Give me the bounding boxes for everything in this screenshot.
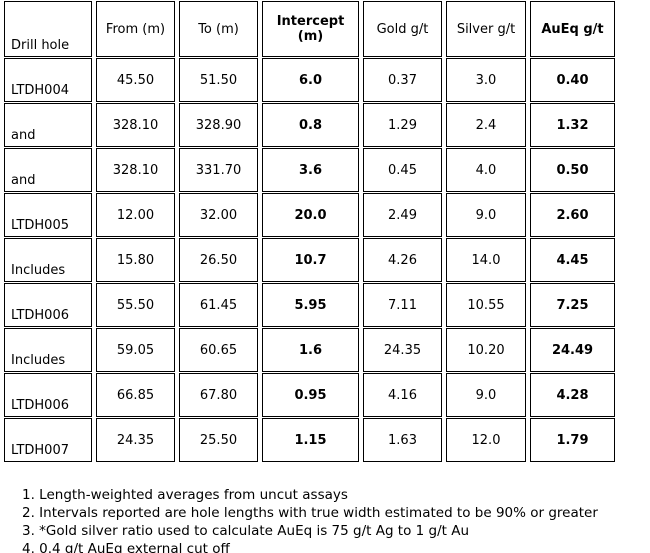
cell-drill-hole: LTDH005	[4, 193, 92, 237]
cell-aueq: 4.45	[530, 238, 615, 282]
col-header-silver: Silver g/t	[446, 1, 526, 57]
cell-aueq: 7.25	[530, 283, 615, 327]
cell-intercept: 1.6	[262, 328, 359, 372]
cell-intercept: 1.15	[262, 418, 359, 462]
cell-aueq: 4.28	[530, 373, 615, 417]
drill-results-table: Drill hole From (m) To (m) Intercept (m)…	[4, 1, 615, 462]
cell-to: 67.80	[179, 373, 258, 417]
footnote-1: 1. Length-weighted averages from uncut a…	[22, 487, 348, 503]
cell-intercept: 10.7	[262, 238, 359, 282]
table-row: and 328.10 328.90 0.8 1.29 2.4 1.32	[4, 103, 615, 147]
cell-gold: 2.49	[363, 193, 442, 237]
table-row: LTDH004 45.50 51.50 6.0 0.37 3.0 0.40	[4, 58, 615, 102]
cell-from: 328.10	[96, 103, 175, 147]
table-row: LTDH006 55.50 61.45 5.95 7.11 10.55 7.25	[4, 283, 615, 327]
cell-drill-hole: and	[4, 103, 92, 147]
cell-silver: 14.0	[446, 238, 526, 282]
cell-drill-hole: Includes	[4, 238, 92, 282]
cell-to: 331.70	[179, 148, 258, 192]
col-header-to: To (m)	[179, 1, 258, 57]
cell-drill-hole: LTDH006	[4, 283, 92, 327]
col-header-aueq: AuEq g/t	[530, 1, 615, 57]
cell-silver: 12.0	[446, 418, 526, 462]
cell-aueq: 1.32	[530, 103, 615, 147]
cell-intercept: 3.6	[262, 148, 359, 192]
cell-to: 328.90	[179, 103, 258, 147]
cell-drill-hole: LTDH006	[4, 373, 92, 417]
cell-gold: 1.29	[363, 103, 442, 147]
cell-aueq: 2.60	[530, 193, 615, 237]
cell-gold: 1.63	[363, 418, 442, 462]
table-row: and 328.10 331.70 3.6 0.45 4.0 0.50	[4, 148, 615, 192]
col-header-from: From (m)	[96, 1, 175, 57]
cell-drill-hole: and	[4, 148, 92, 192]
cell-aueq: 1.79	[530, 418, 615, 462]
col-header-gold: Gold g/t	[363, 1, 442, 57]
cell-intercept: 6.0	[262, 58, 359, 102]
cell-to: 25.50	[179, 418, 258, 462]
cell-silver: 10.20	[446, 328, 526, 372]
cell-from: 15.80	[96, 238, 175, 282]
table-row: Includes 59.05 60.65 1.6 24.35 10.20 24.…	[4, 328, 615, 372]
col-header-drill-hole: Drill hole	[4, 1, 92, 57]
cell-intercept: 20.0	[262, 193, 359, 237]
cell-to: 61.45	[179, 283, 258, 327]
cell-from: 24.35	[96, 418, 175, 462]
cell-intercept: 0.95	[262, 373, 359, 417]
cell-from: 55.50	[96, 283, 175, 327]
cell-silver: 9.0	[446, 193, 526, 237]
cell-aueq: 24.49	[530, 328, 615, 372]
cell-from: 45.50	[96, 58, 175, 102]
cell-drill-hole: LTDH007	[4, 418, 92, 462]
cell-silver: 3.0	[446, 58, 526, 102]
col-header-intercept: Intercept (m)	[262, 1, 359, 57]
cell-gold: 4.26	[363, 238, 442, 282]
cell-from: 66.85	[96, 373, 175, 417]
cell-intercept: 5.95	[262, 283, 359, 327]
cell-to: 26.50	[179, 238, 258, 282]
footnote-4: 4. 0.4 g/t AuEq external cut off	[22, 541, 230, 553]
cell-gold: 4.16	[363, 373, 442, 417]
table-row: LTDH005 12.00 32.00 20.0 2.49 9.0 2.60	[4, 193, 615, 237]
footnotes: 1. Length-weighted averages from uncut a…	[22, 486, 650, 553]
cell-from: 12.00	[96, 193, 175, 237]
cell-silver: 10.55	[446, 283, 526, 327]
cell-from: 328.10	[96, 148, 175, 192]
cell-from: 59.05	[96, 328, 175, 372]
table-row: Includes 15.80 26.50 10.7 4.26 14.0 4.45	[4, 238, 615, 282]
cell-gold: 0.45	[363, 148, 442, 192]
table-row: LTDH006 66.85 67.80 0.95 4.16 9.0 4.28	[4, 373, 615, 417]
cell-silver: 4.0	[446, 148, 526, 192]
cell-intercept: 0.8	[262, 103, 359, 147]
cell-silver: 2.4	[446, 103, 526, 147]
cell-drill-hole: Includes	[4, 328, 92, 372]
cell-aueq: 0.50	[530, 148, 615, 192]
cell-aueq: 0.40	[530, 58, 615, 102]
footnote-2: 2. Intervals reported are hole lengths w…	[22, 505, 598, 521]
header-row: Drill hole From (m) To (m) Intercept (m)…	[4, 1, 615, 57]
cell-gold: 24.35	[363, 328, 442, 372]
cell-to: 60.65	[179, 328, 258, 372]
cell-to: 51.50	[179, 58, 258, 102]
cell-gold: 0.37	[363, 58, 442, 102]
cell-silver: 9.0	[446, 373, 526, 417]
footnote-3: 3. *Gold silver ratio used to calculate …	[22, 523, 470, 539]
cell-to: 32.00	[179, 193, 258, 237]
table-row: LTDH007 24.35 25.50 1.15 1.63 12.0 1.79	[4, 418, 615, 462]
cell-drill-hole: LTDH004	[4, 58, 92, 102]
cell-gold: 7.11	[363, 283, 442, 327]
